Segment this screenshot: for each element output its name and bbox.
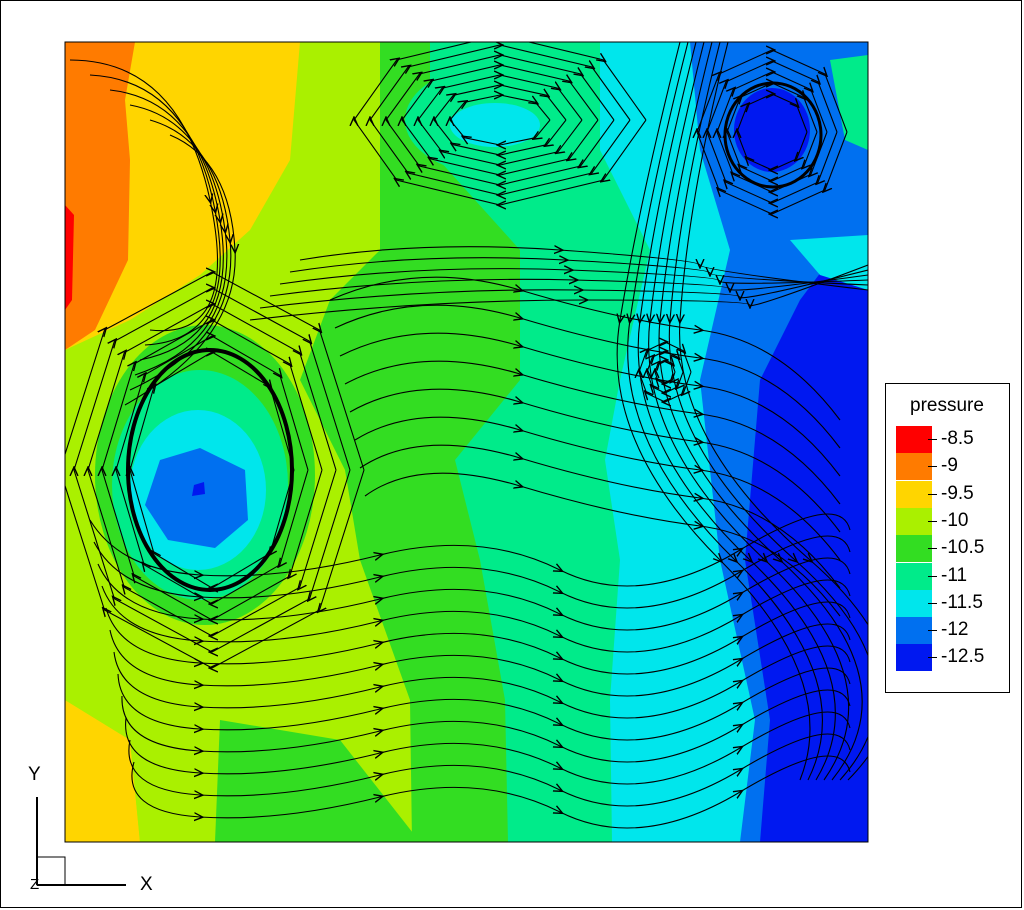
contour-region: [790, 235, 868, 290]
contour-region: [65, 700, 140, 842]
y-axis-label: Y: [28, 764, 41, 785]
legend-entry: -8.5: [896, 426, 1006, 453]
legend-swatch: [896, 617, 932, 645]
streamline: [269, 274, 868, 297]
legend-swatch: [896, 426, 932, 453]
legend-swatch: [896, 535, 932, 563]
legend-label: -12: [941, 619, 969, 641]
legend-tick: [928, 630, 937, 632]
legend-label: -9: [941, 455, 958, 477]
vortex-core: [734, 88, 810, 172]
axis-triad: [36, 797, 126, 886]
legend-entry: -11: [896, 562, 1006, 590]
legend-label: -11.5: [941, 591, 983, 613]
contour-region: [830, 55, 868, 150]
legend-label: -8.5: [941, 428, 974, 449]
streamline: [69, 59, 219, 332]
legend-tick: [928, 548, 937, 550]
streamline: [129, 104, 227, 376]
vortex-ring: [723, 81, 823, 189]
legend-swatch: [896, 562, 932, 590]
streamline: [129, 119, 231, 391]
legend-label: -10: [941, 509, 969, 531]
streamline: [131, 755, 851, 829]
streamline: [697, 50, 848, 214]
legend-entry: -9: [896, 453, 1006, 481]
legend-entry: -11.5: [896, 589, 1006, 617]
legend-tick: [928, 493, 937, 495]
legend-tick: [928, 520, 937, 522]
legend-swatch: [896, 589, 932, 617]
legend-tick: [928, 575, 937, 577]
vortex-core: [450, 103, 540, 147]
legend-tick: [928, 439, 937, 440]
legend-tick: [928, 602, 937, 604]
legend-swatch: [896, 480, 932, 508]
legend-title: pressure: [910, 395, 984, 416]
plot-border: [64, 41, 869, 843]
legend-entry: -9.5: [896, 480, 1006, 508]
streamline: [259, 269, 868, 309]
z-axis-label: Z: [30, 876, 40, 893]
pressure-legend: pressure -8.5 -9 -9.5 -10 -10.5 -11 -11.5 -12 -1…: [885, 383, 1010, 693]
streamline: [279, 269, 868, 284]
streamline: [354, 42, 647, 205]
legend-tick: [928, 466, 937, 468]
streamline: [109, 89, 224, 361]
legend-entry: -12.5: [896, 644, 1006, 672]
legend-label: -12.5: [941, 646, 985, 668]
legend-label: -11: [941, 564, 968, 586]
legend-entry: -10.5: [896, 535, 1006, 563]
legend-tick: [928, 657, 937, 659]
legend-label: -9.5: [941, 482, 974, 504]
legend-swatch: [896, 453, 932, 481]
streamline: [680, 42, 868, 781]
legend-swatch: [896, 507, 932, 535]
legend-swatch: [896, 644, 932, 672]
legend-entry: -12: [896, 617, 1006, 645]
streamline: [124, 134, 235, 406]
x-axis-label: X: [140, 874, 153, 895]
legend-label: -10.5: [941, 537, 985, 559]
streamline: [89, 74, 221, 346]
legend-entry: -10: [896, 507, 1006, 535]
